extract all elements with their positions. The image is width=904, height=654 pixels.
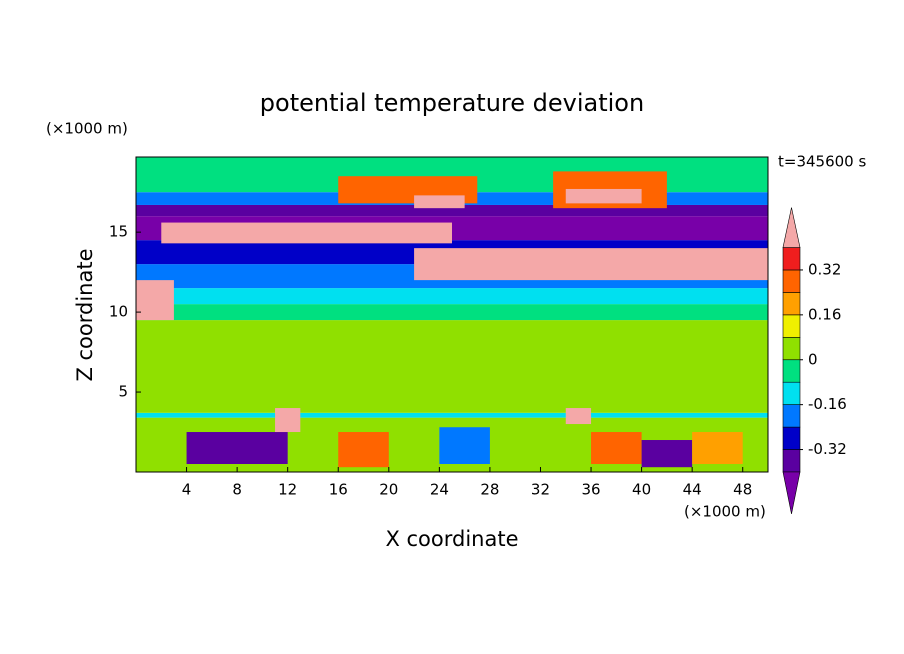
chart-title: potential temperature deviation (260, 89, 644, 117)
x-tick-label: 20 (379, 481, 398, 499)
x-unit: (×1000 m) (684, 503, 766, 521)
colorbar-tick-label: 0.16 (808, 305, 841, 323)
colorbar-box (782, 426, 801, 450)
colorbar-tick-label: -0.32 (808, 440, 847, 458)
y-tick-label: 10 (109, 303, 128, 321)
colorbar-box (782, 292, 801, 316)
x-tick-label: 36 (581, 481, 600, 499)
y-tick-label: 15 (109, 223, 128, 241)
colorbar-box (782, 269, 801, 293)
contour-patch (641, 440, 693, 468)
x-tick-label: 40 (632, 481, 651, 499)
contour-patch (136, 280, 174, 321)
time-label: t=345600 s (778, 153, 866, 171)
x-tick-label: 44 (683, 481, 702, 499)
x-tick-label: 8 (232, 481, 242, 499)
colorbar-box (782, 314, 801, 338)
colorbar-tick-label: 0.32 (808, 260, 841, 278)
colorbar-over (782, 207, 801, 248)
contour-patch (692, 432, 743, 465)
y-unit: (×1000 m) (46, 120, 128, 138)
x-tick-label: 28 (480, 481, 499, 499)
plot-frame (135, 156, 769, 473)
colorbar-box (782, 359, 801, 383)
colorbar-box (782, 247, 801, 271)
colorbar-box (782, 404, 801, 428)
colorbar-box (782, 336, 801, 361)
colorbar-box (782, 449, 801, 473)
contour-patch (136, 412, 768, 418)
contour-patch (565, 408, 592, 425)
x-tick-label: 16 (329, 481, 348, 499)
colorbar-under (782, 471, 801, 515)
contour-patch (161, 222, 452, 244)
contour-patch (591, 432, 642, 465)
x-tick-label: 32 (531, 481, 550, 499)
field (136, 157, 768, 472)
x-tick-label: 48 (733, 481, 752, 499)
contour-patch (439, 427, 490, 465)
x-tick-label: 24 (430, 481, 449, 499)
y-axis-label: Z coordinate (73, 248, 97, 381)
colorbar-tick-label: -0.16 (808, 395, 847, 413)
x-tick-label: 4 (182, 481, 192, 499)
contour-patch (414, 248, 768, 281)
contour-patch (186, 432, 288, 465)
y-tick-label: 5 (118, 383, 128, 401)
contour-patch (136, 288, 768, 305)
contour-patch (414, 195, 465, 209)
contour-patch (565, 188, 642, 204)
colorbar-box (782, 381, 801, 405)
x-axis-label: X coordinate (385, 527, 518, 551)
contour-patch (136, 304, 768, 321)
contour-patch (275, 408, 301, 433)
colorbar-tick-label: 0 (808, 350, 818, 368)
contour-patch (338, 432, 389, 468)
contour-patch (136, 204, 768, 217)
x-tick-label: 12 (278, 481, 297, 499)
contour-patch (136, 320, 768, 413)
